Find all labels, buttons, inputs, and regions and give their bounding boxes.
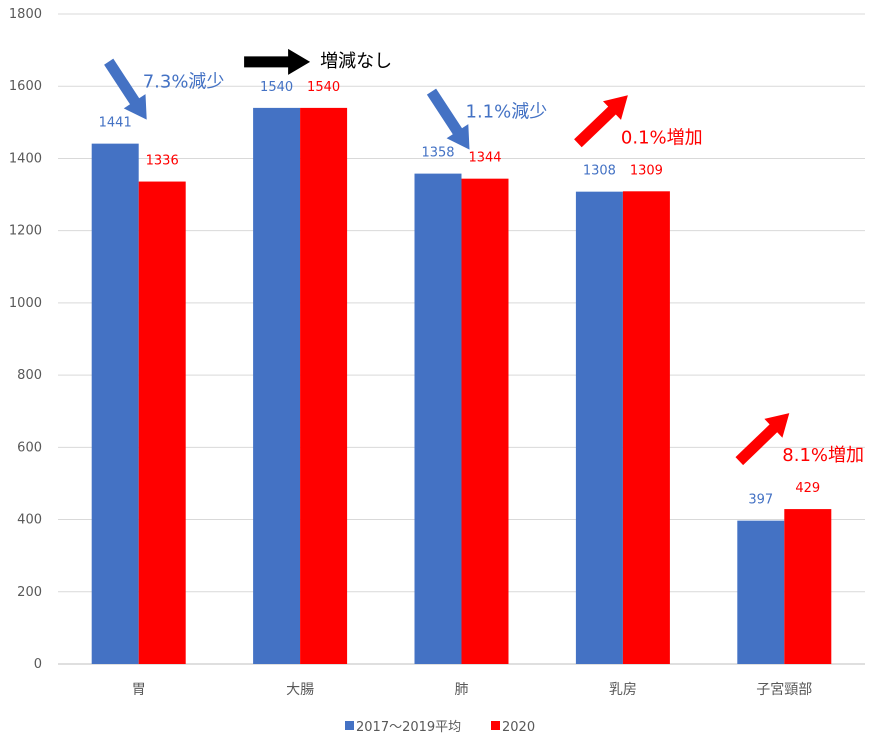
bar [414,173,462,664]
trend-arrow-icon [574,95,628,148]
change-annotation: 増減なし [320,51,392,72]
y-tick-label: 1600 [9,79,42,94]
category-label: 大腸 [286,682,314,698]
y-tick-label: 0 [34,657,42,672]
category-label: 乳房 [609,682,637,698]
y-tick-label: 1400 [9,151,42,166]
category-label: 子宮頸部 [756,682,812,698]
data-label: 397 [748,493,773,508]
bar [622,191,670,665]
change-annotation: 8.1%増加 [782,445,864,466]
change-annotation: 0.1%増加 [621,127,703,148]
category-label: 肺 [455,682,469,698]
bar [737,520,785,664]
legend-swatch [491,721,500,730]
change-annotation: 7.3%減少 [143,72,225,93]
bar [253,107,301,664]
change-annotation: 1.1%減少 [466,102,548,123]
data-label: 1540 [307,80,340,95]
bar [300,107,348,664]
bar [784,509,832,664]
data-label: 1441 [99,116,132,131]
trend-arrow-icon [735,413,790,466]
trend-arrow-icon [426,88,470,150]
y-tick-label: 400 [17,513,42,528]
trend-arrow-icon [104,58,147,120]
legend-label: 2017〜2019平均 [356,720,461,735]
data-label: 429 [795,481,820,496]
data-label: 1540 [260,80,293,95]
bar [461,178,509,664]
data-label: 1308 [583,164,616,179]
y-tick-label: 1800 [9,7,42,22]
legend-swatch [345,721,354,730]
data-label: 1358 [421,146,454,161]
y-tick-label: 1000 [9,296,42,311]
y-tick-label: 800 [17,368,42,383]
legend-label: 2020 [502,720,535,735]
category-label: 胃 [132,682,146,698]
y-tick-label: 200 [17,585,42,600]
data-label: 1344 [468,151,501,166]
data-label: 1309 [630,163,663,178]
y-tick-label: 1200 [9,224,42,239]
bar [575,191,623,664]
trend-arrow-icon [244,48,311,75]
y-tick-label: 600 [17,440,42,455]
data-label: 1336 [146,154,179,169]
bar [138,181,186,665]
bar [91,143,139,664]
